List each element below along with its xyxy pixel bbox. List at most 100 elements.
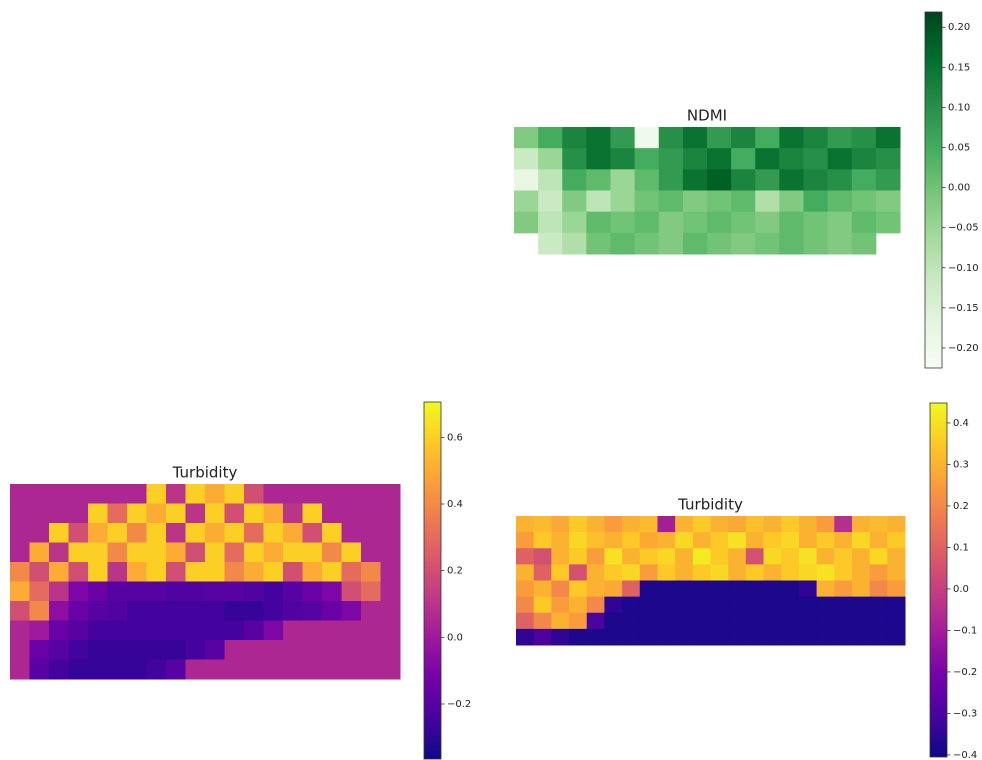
heatmap-cell [634, 169, 660, 191]
heatmap-cell [763, 612, 782, 630]
heatmap-cell [244, 581, 264, 602]
heatmap-cell [657, 516, 676, 533]
heatmap-cell [745, 564, 765, 581]
heatmap-cell [851, 169, 877, 191]
heatmap-cell [224, 620, 245, 641]
heatmap-cell [707, 148, 732, 170]
heatmap-cell [185, 640, 206, 660]
heatmap-cell [798, 532, 818, 549]
heatmap-cell [146, 620, 167, 641]
heatmap-cell [263, 620, 284, 641]
heatmap-cell [755, 127, 780, 149]
heatmap-cell [322, 640, 342, 660]
heatmap-cell [710, 596, 729, 614]
heatmap-cell [107, 640, 128, 660]
heatmap-cell [586, 190, 611, 213]
heatmap-cell [361, 484, 381, 504]
heatmap-cell [322, 542, 342, 563]
heatmap-cell [682, 190, 708, 213]
heatmap-cell [68, 640, 89, 660]
heatmap-cell [779, 211, 804, 234]
heatmap-cell [146, 640, 167, 660]
heatmap-cell [263, 601, 284, 621]
heatmap-cell [107, 503, 128, 524]
heatmap-cell [107, 484, 128, 504]
heatmap-cell [728, 612, 747, 630]
heatmap-cell [205, 542, 225, 563]
heatmap-cell [728, 548, 747, 565]
heatmap-cell [731, 211, 756, 234]
heatmap-cell [569, 612, 588, 630]
heatmap-cell [562, 169, 587, 191]
heatmap-cell [851, 516, 871, 533]
heatmap-cell [380, 523, 401, 543]
heatmap-cell [551, 612, 570, 630]
heatmap-cell [682, 211, 708, 234]
heatmap-cell [763, 516, 782, 533]
heatmap-cell [622, 596, 641, 614]
heatmap-cell [49, 562, 69, 582]
heatmap-cell [361, 562, 381, 582]
heatmap-panel: Turbidity 0.4 0.3 0.2 0.1 0.0 −0.1 −0.2 −0.3 −0.4 [516, 402, 977, 760]
heatmap-cell [127, 503, 147, 524]
heatmap-cell [302, 620, 323, 641]
heatmap-cell [10, 484, 30, 504]
heatmap-cell [639, 596, 658, 614]
heatmap-cell [586, 628, 605, 646]
heatmap-cell [341, 562, 362, 582]
heatmap-cell [586, 548, 605, 565]
colorbar-tick-label: −0.10 [948, 263, 979, 274]
heatmap-cell [779, 169, 804, 191]
heatmap-cell [887, 516, 906, 533]
heatmap-cell [516, 564, 535, 581]
heatmap-cell [657, 548, 676, 565]
heatmap-cell [803, 169, 829, 191]
heatmap-cell [516, 532, 535, 549]
heatmap-cell [604, 596, 623, 614]
heatmap-cell [707, 190, 732, 213]
heatmap-cell [68, 659, 89, 680]
heatmap-cell [682, 127, 708, 149]
heatmap-cell [283, 640, 303, 660]
heatmap-cell [68, 523, 89, 543]
heatmap-cell [781, 612, 800, 630]
heatmap-cell [887, 596, 906, 614]
heatmap-cell [166, 601, 186, 621]
heatmap-cell [610, 169, 636, 191]
heatmap-cell [68, 484, 89, 504]
heatmap-cell [887, 580, 906, 598]
heatmap-cell [834, 580, 853, 598]
heatmap-cell [185, 523, 206, 543]
heatmap-cell [634, 190, 660, 213]
heatmap-cell [755, 232, 780, 255]
heatmap-cell [827, 232, 853, 255]
heatmap-cell [562, 232, 587, 255]
heatmap-cell [322, 503, 342, 524]
heatmap-cell [692, 564, 711, 581]
heatmap-cell [658, 190, 684, 213]
heatmap-cell [185, 581, 206, 602]
heatmap-cell [127, 562, 147, 582]
heatmap-cell [869, 596, 888, 614]
heatmap-cell [380, 640, 401, 660]
heatmap-cell [127, 659, 147, 680]
heatmap-cell [803, 190, 829, 213]
heatmap-cell [322, 484, 342, 504]
heatmap-cell [731, 148, 756, 170]
heatmap-cell [755, 211, 780, 234]
heatmap-cell [875, 148, 901, 170]
heatmap-cell [361, 581, 381, 602]
heatmap-cell [851, 532, 871, 549]
heatmap-cell [361, 659, 381, 680]
heatmap-cell [763, 548, 782, 565]
heatmap-cell [834, 532, 853, 549]
heatmap-cell [88, 484, 108, 504]
heatmap-cell [361, 620, 381, 641]
colorbar [929, 402, 948, 758]
colorbar [924, 11, 943, 369]
heatmap-cell [88, 640, 108, 660]
heatmap-cell [622, 548, 641, 565]
heatmap-cell [341, 601, 362, 621]
heatmap-cell [569, 532, 588, 549]
heatmap-cell [68, 503, 89, 524]
